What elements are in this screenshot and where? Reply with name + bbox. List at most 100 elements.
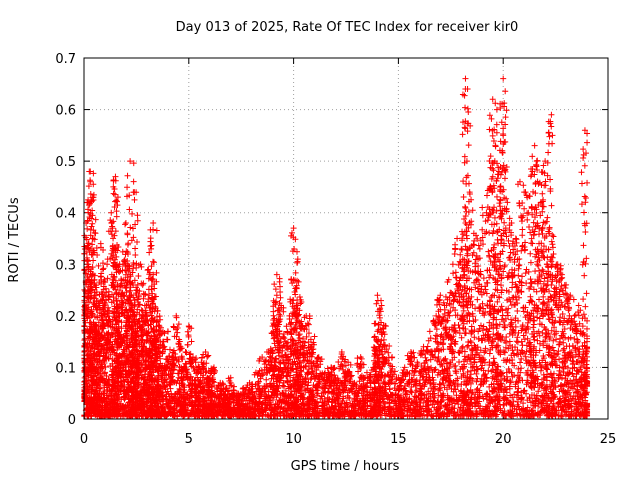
- data-point: [83, 236, 90, 243]
- chart-title: Day 013 of 2025, Rate Of TEC Index for r…: [176, 20, 519, 35]
- data-point: [99, 266, 106, 273]
- data-point: [96, 353, 103, 360]
- data-point: [263, 376, 270, 383]
- data-point: [178, 353, 185, 360]
- data-point: [88, 321, 95, 328]
- data-point: [89, 220, 96, 227]
- data-point: [81, 330, 88, 337]
- data-point: [86, 202, 93, 209]
- data-point: [99, 260, 106, 267]
- data-point: [90, 325, 97, 332]
- data-point: [98, 374, 105, 381]
- data-point: [205, 352, 212, 359]
- data-point: [95, 374, 102, 381]
- data-point: [87, 190, 94, 197]
- data-point: [110, 235, 117, 242]
- data-point: [287, 320, 294, 327]
- data-point: [112, 277, 119, 284]
- data-point: [100, 265, 107, 272]
- data-point: [88, 215, 95, 222]
- data-point: [95, 262, 102, 269]
- data-point: [100, 325, 107, 332]
- data-point: [113, 321, 120, 328]
- data-point: [103, 373, 110, 380]
- data-point: [101, 311, 108, 318]
- data-point: [148, 312, 155, 319]
- data-point: [109, 291, 116, 298]
- data-point: [101, 311, 108, 318]
- data-point: [179, 356, 186, 363]
- data-point: [98, 329, 105, 336]
- data-point: [110, 183, 117, 190]
- data-point: [89, 271, 96, 278]
- data-point: [184, 328, 191, 335]
- data-point: [97, 240, 104, 247]
- data-point: [100, 342, 107, 349]
- data-point: [113, 208, 120, 215]
- data-point: [82, 288, 89, 295]
- data-point: [145, 266, 152, 273]
- data-point: [112, 256, 119, 263]
- data-point: [184, 341, 191, 348]
- data-point: [99, 335, 106, 342]
- data-point: [113, 298, 120, 305]
- data-points: [81, 75, 591, 420]
- data-point: [104, 261, 111, 268]
- data-point: [110, 252, 117, 259]
- data-point: [98, 361, 105, 368]
- data-point: [122, 220, 129, 227]
- data-point: [98, 273, 105, 280]
- data-point: [102, 279, 109, 286]
- data-point: [105, 313, 112, 320]
- data-point: [103, 354, 110, 361]
- data-point: [284, 339, 291, 346]
- data-point: [115, 379, 122, 386]
- data-point: [97, 385, 104, 392]
- data-point: [122, 221, 129, 228]
- data-point: [284, 373, 291, 380]
- data-point: [156, 313, 163, 320]
- data-point: [354, 355, 361, 362]
- data-point: [105, 288, 112, 295]
- data-point: [193, 355, 200, 362]
- data-point: [100, 283, 107, 290]
- data-point: [389, 354, 396, 361]
- data-point: [87, 319, 94, 326]
- data-point: [324, 365, 331, 372]
- data-point: [116, 287, 123, 294]
- data-point: [116, 261, 123, 268]
- data-point: [385, 349, 392, 356]
- data-point: [386, 386, 393, 393]
- data-point: [118, 276, 125, 283]
- data-point: [112, 228, 119, 235]
- data-point: [116, 268, 123, 275]
- data-point: [89, 235, 96, 242]
- data-point: [110, 190, 117, 197]
- data-point: [97, 343, 104, 350]
- data-point: [87, 372, 94, 379]
- data-point: [88, 277, 95, 284]
- data-point: [101, 292, 108, 299]
- data-point: [105, 321, 112, 328]
- data-point: [108, 387, 115, 394]
- data-point: [262, 358, 269, 365]
- data-point: [104, 410, 111, 417]
- data-point: [107, 217, 114, 224]
- data-point: [108, 344, 115, 351]
- data-point: [95, 319, 102, 326]
- data-point: [188, 338, 195, 345]
- data-point: [311, 333, 318, 340]
- data-point: [107, 363, 114, 370]
- data-point: [94, 313, 101, 320]
- data-point: [84, 225, 91, 232]
- data-point: [111, 232, 118, 239]
- data-point: [103, 398, 110, 405]
- data-point: [108, 372, 115, 379]
- data-point: [99, 296, 106, 303]
- data-point: [108, 209, 115, 216]
- data-point: [97, 368, 104, 375]
- data-point: [92, 322, 99, 329]
- data-point: [98, 297, 105, 304]
- data-point: [86, 382, 93, 389]
- data-point: [106, 307, 113, 314]
